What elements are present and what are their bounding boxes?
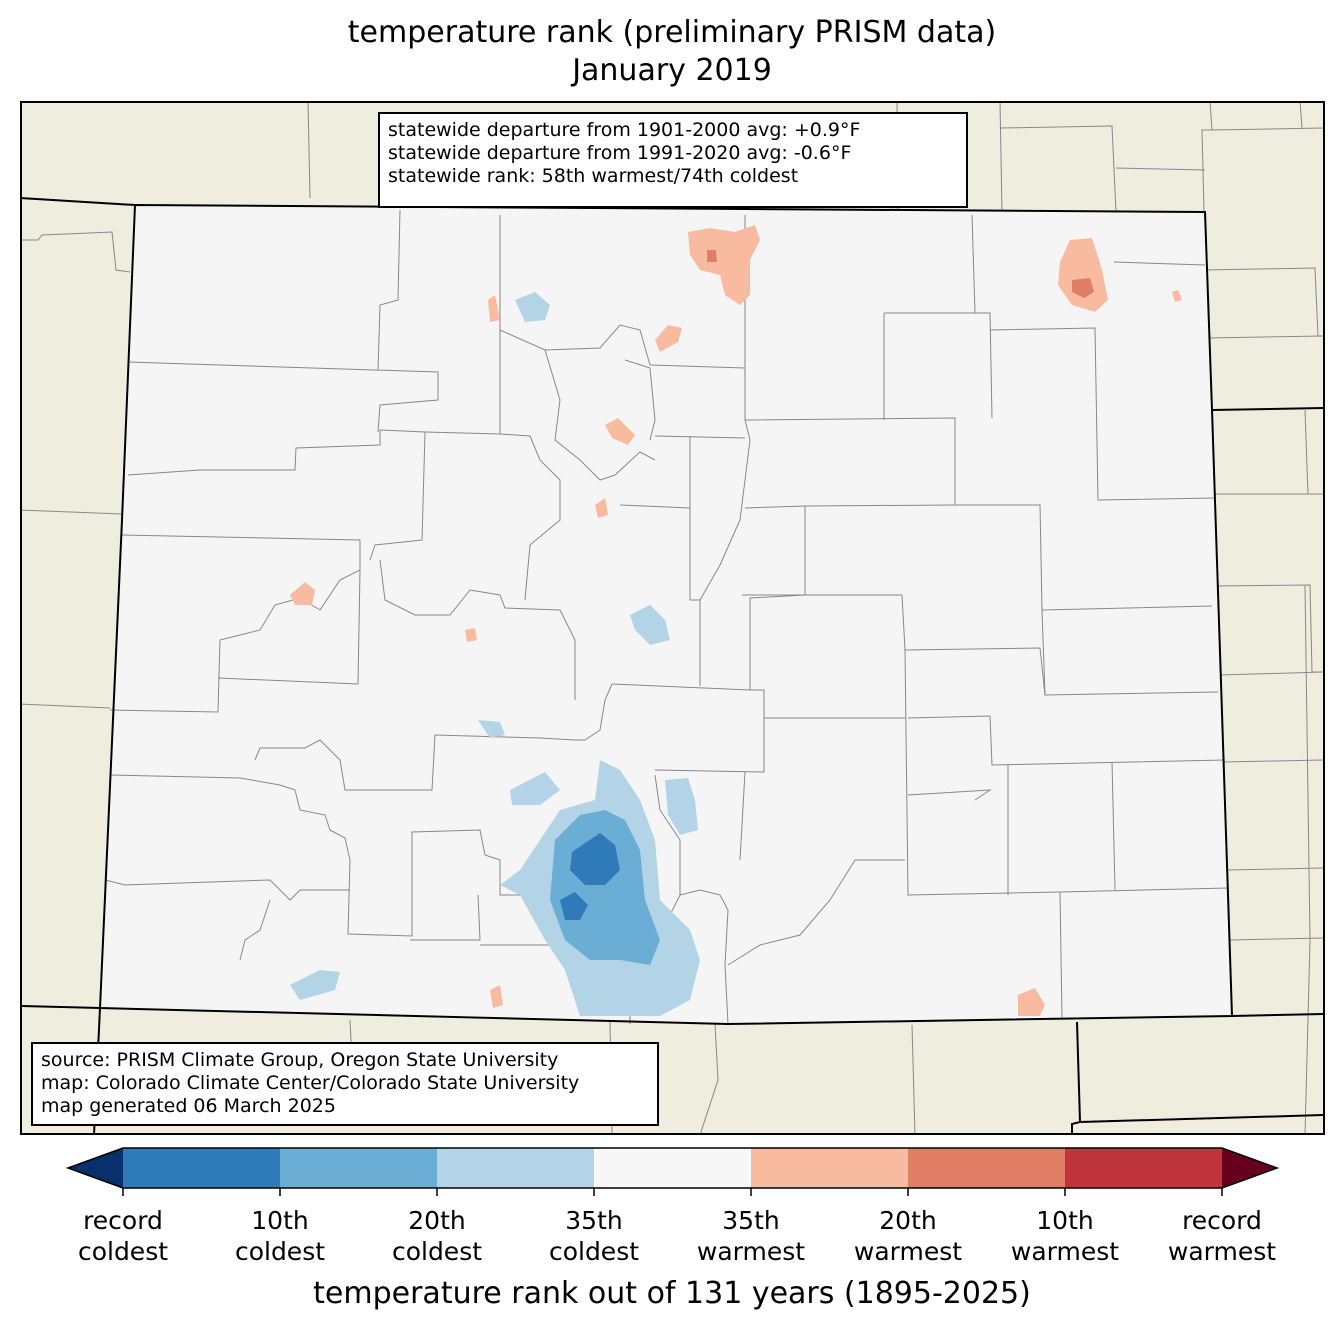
colorbar-tick-label: 20th warmest [828, 1205, 988, 1267]
colorbar-tick-label-line2: coldest [234, 1237, 326, 1266]
colorbar-tick-label: record warmest [1142, 1205, 1302, 1267]
colorbar-title: temperature rank out of 131 years (1895-… [313, 1276, 1031, 1311]
colorbar-tick-label: 35th coldest [514, 1205, 674, 1267]
colorbar-extend-high [1222, 1148, 1277, 1188]
colorbar-tick-label-line2: warmest [853, 1237, 963, 1266]
colorbar-tick-label-line2: coldest [548, 1237, 640, 1266]
anomaly-shading [290, 225, 1182, 1016]
colorbar-tick-label-line1: 20th [408, 1206, 466, 1235]
colorbar-segment [751, 1148, 908, 1188]
stats-rank: statewide rank: 58th warmest/74th coldes… [388, 165, 799, 187]
colorbar-tick-label-line1: record [83, 1206, 163, 1235]
colorbar-tick-label-line1: 10th [1036, 1206, 1094, 1235]
colorbar-segment [123, 1148, 280, 1188]
county-lines [104, 209, 1229, 1025]
colorbar-segment [908, 1148, 1065, 1188]
colorbar-segment [437, 1148, 594, 1188]
map-subtitle: January 2019 [572, 53, 772, 88]
colorado-border [98, 203, 1234, 1026]
colorbar-tick-label-line1: 10th [251, 1206, 309, 1235]
colorbar-tick-label: record coldest [43, 1205, 203, 1267]
colorbar-tick-label-line2: coldest [77, 1237, 169, 1266]
map-frame [20, 101, 1325, 1135]
colorbar-segment [594, 1148, 751, 1188]
colorbar-tick-label-line2: warmest [1167, 1237, 1277, 1266]
colorbar-segment [280, 1148, 437, 1188]
colorbar-tick-label: 35th warmest [671, 1205, 831, 1267]
colorbar-tick-label: 10th warmest [985, 1205, 1145, 1267]
statewide-stats-box: statewide departure from 1901-2000 avg: … [378, 112, 968, 208]
colorbar-tick-label-line1: 35th [722, 1206, 780, 1235]
colorbar-tick-label-line1: 20th [879, 1206, 937, 1235]
source-line: source: PRISM Climate Group, Oregon Stat… [41, 1049, 559, 1071]
colorado-state [100, 205, 1232, 1024]
generated-date-line: map generated 06 March 2025 [41, 1095, 336, 1117]
colorbar-segment [1065, 1148, 1222, 1188]
colorado-map [22, 103, 1323, 1133]
colorbar [65, 1147, 1280, 1196]
colorbar-tick-label-line2: warmest [696, 1237, 806, 1266]
stats-departure-1901-2000: statewide departure from 1901-2000 avg: … [388, 119, 861, 141]
colorbar-tick-label: 20th coldest [357, 1205, 517, 1267]
colorbar-tick-label-line1: 35th [565, 1206, 623, 1235]
colorbar-tick-label-line2: warmest [1010, 1237, 1120, 1266]
map-credit-line: map: Colorado Climate Center/Colorado St… [41, 1072, 580, 1094]
source-box: source: PRISM Climate Group, Oregon Stat… [31, 1042, 659, 1126]
stats-departure-1991-2020: statewide departure from 1991-2020 avg: … [388, 142, 852, 164]
colorbar-tick-label: 10th coldest [200, 1205, 360, 1267]
colorbar-tick-label-line2: coldest [391, 1237, 483, 1266]
colorbar-extend-low [68, 1148, 123, 1188]
map-title: temperature rank (preliminary PRISM data… [347, 15, 997, 50]
colorbar-tick-label-line1: record [1182, 1206, 1262, 1235]
